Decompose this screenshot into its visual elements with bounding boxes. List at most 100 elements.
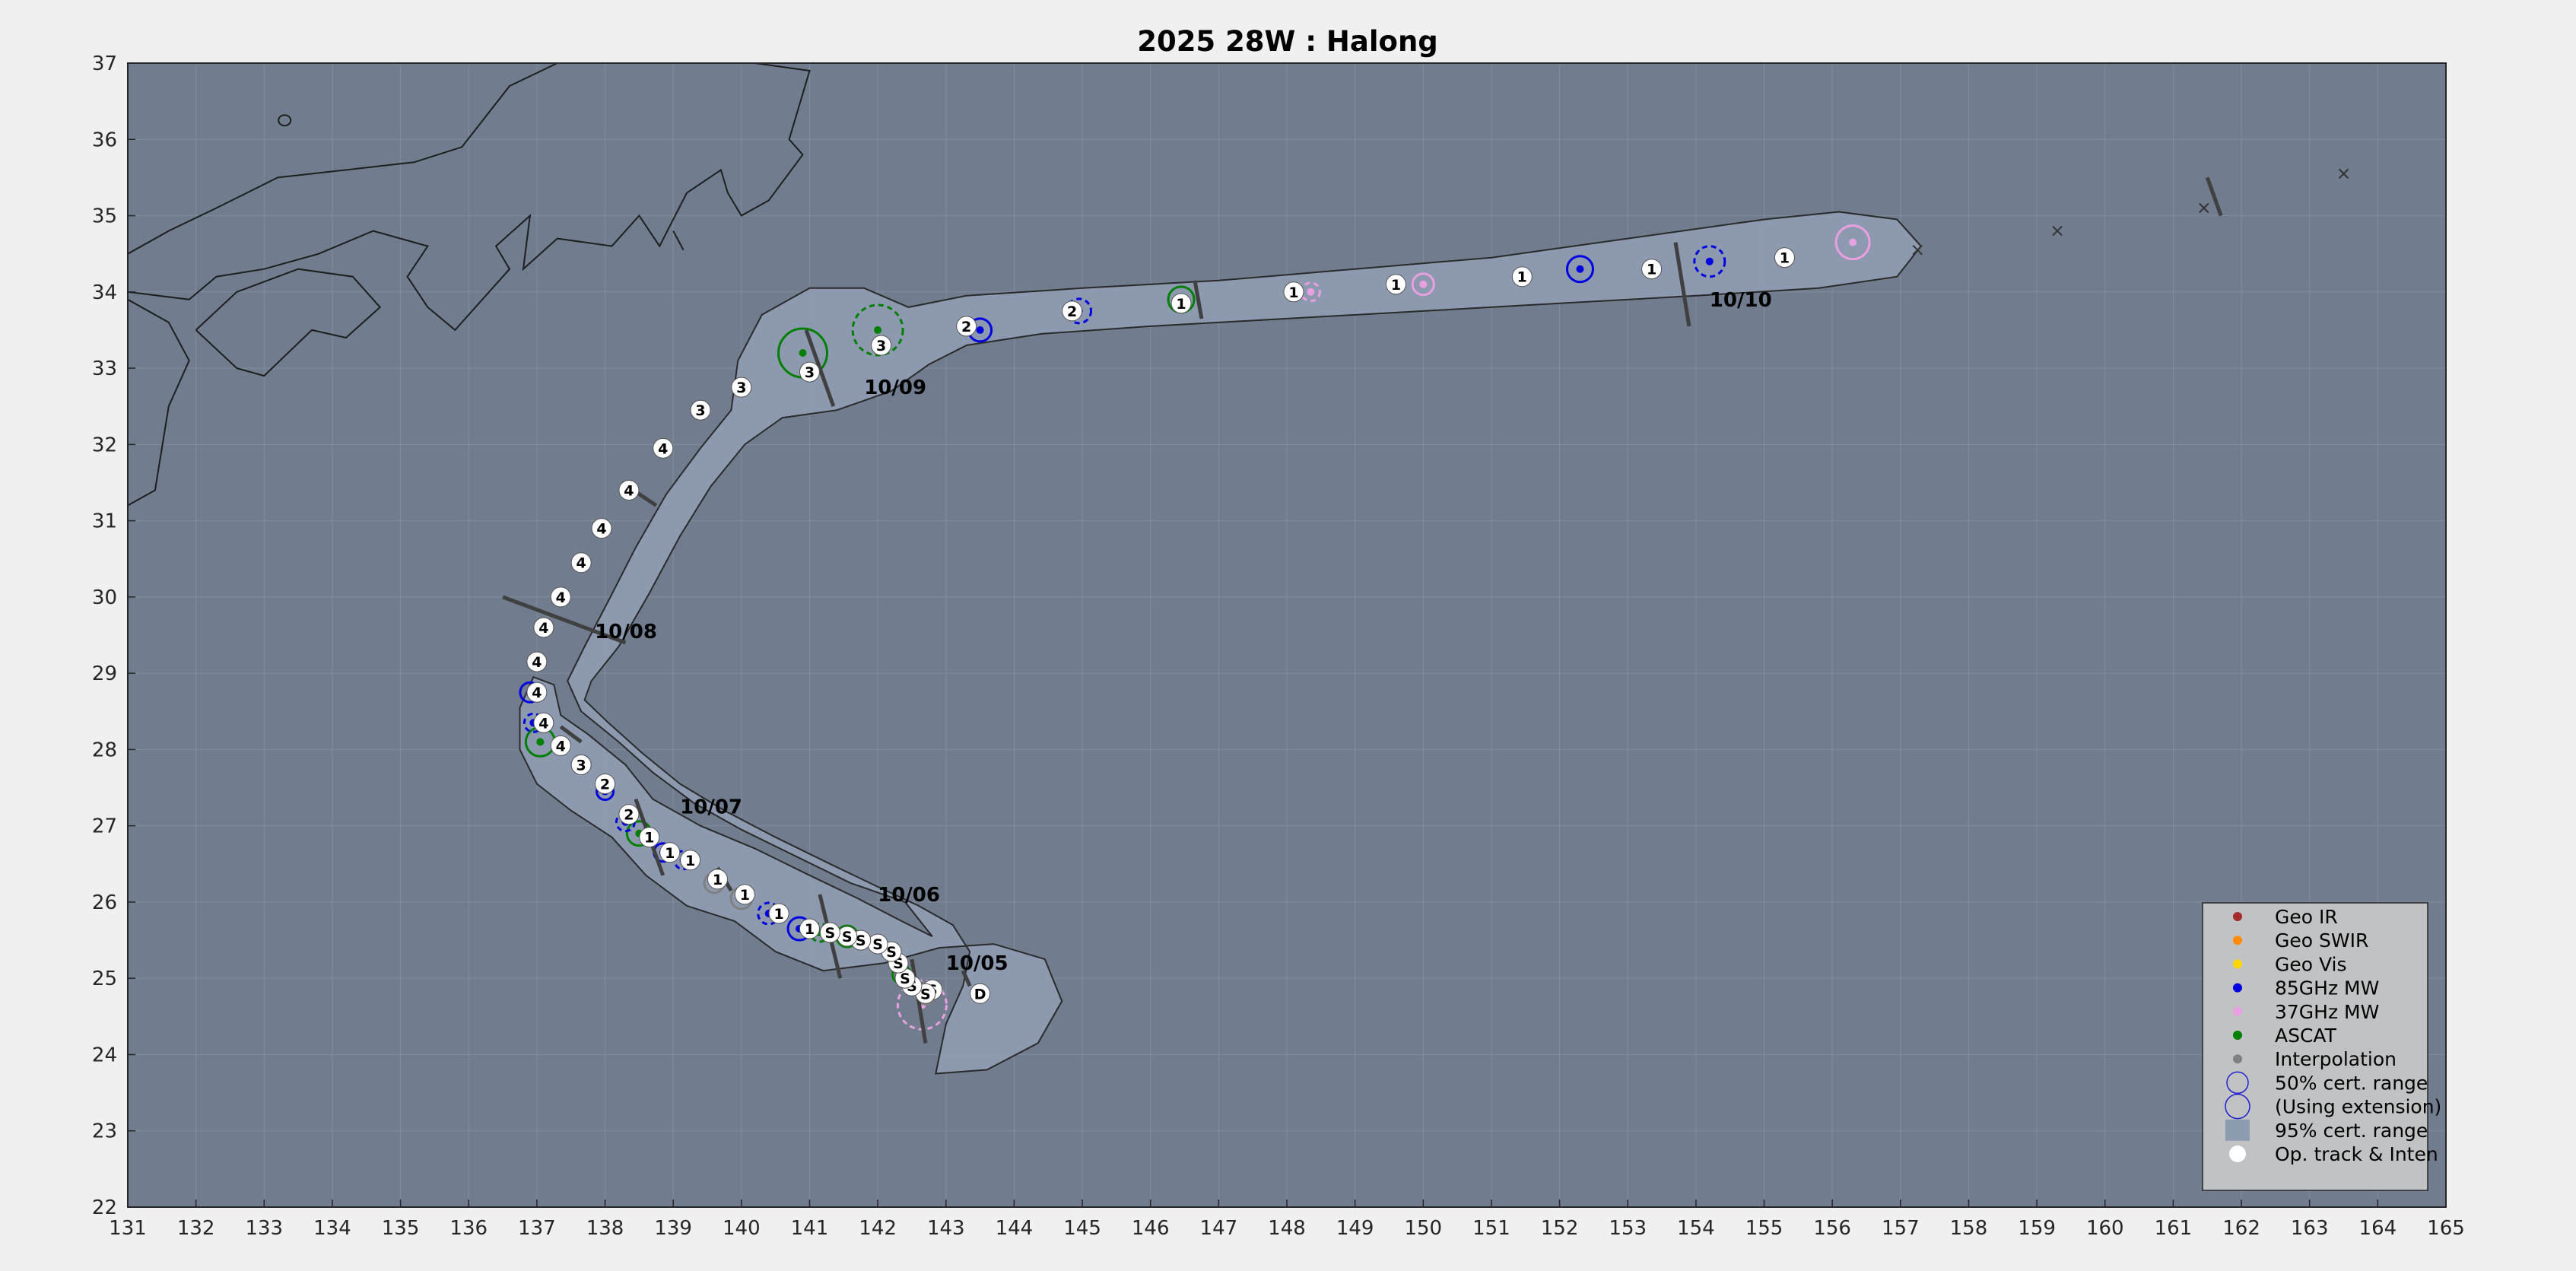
- x-tick-label-143: 143: [927, 1217, 965, 1240]
- extended-point-3: [2338, 168, 2349, 180]
- date-labels: 10/05 10/06 10/07 10/08 10/09 10/10: [595, 289, 1772, 975]
- track-label-17: 1: [644, 830, 654, 847]
- track-label-30: 4: [658, 440, 668, 457]
- storm-track: DSSSSSSSSSS11111112234444444444333322111…: [526, 168, 2349, 1004]
- legend-label-7: 50% cert. range: [2275, 1072, 2428, 1094]
- track-marker-29: [618, 479, 640, 500]
- track-marker-13: [734, 884, 755, 905]
- y-tick-label-22: 22: [92, 1196, 117, 1219]
- track-label-20: 3: [577, 757, 586, 774]
- track-label-13: 1: [740, 887, 750, 904]
- track-marker-21: [550, 735, 571, 756]
- x-tick-label-144: 144: [996, 1217, 1034, 1240]
- x-tick-label-165: 165: [2427, 1217, 2465, 1240]
- extended-point-2: [2199, 202, 2209, 214]
- track-label-14: 1: [713, 872, 723, 888]
- fix-dot-25: [536, 738, 545, 746]
- x-tick-label-152: 152: [1541, 1217, 1579, 1240]
- track-marker-17: [639, 827, 660, 848]
- track-marker-28: [591, 518, 612, 539]
- x-tick-label-147: 147: [1200, 1217, 1238, 1240]
- x-axis: 131 132 133 134 135 136 137 138 139 140 141 142 143 1…: [109, 1200, 2465, 1240]
- track-marker-14: [707, 869, 728, 890]
- coast-oki-island: [278, 114, 292, 127]
- track-marker-37: [1170, 293, 1192, 314]
- legend-label-3: 85GHz MW: [2275, 977, 2379, 999]
- extended-point-0: [1912, 244, 1923, 256]
- track-label-8: S: [856, 933, 866, 949]
- y-tick-label-31: 31: [92, 510, 117, 533]
- track-label-24: 4: [532, 654, 542, 671]
- track-marker-27: [570, 552, 592, 574]
- x-tick-label-136: 136: [449, 1217, 488, 1240]
- track-marker-19: [595, 774, 616, 795]
- fix-dot-9: [799, 349, 807, 357]
- x-tick-label-155: 155: [1745, 1217, 1784, 1240]
- track-label-42: 1: [1780, 250, 1790, 267]
- track-label-6: S: [886, 944, 897, 961]
- track-label-7: S: [872, 936, 883, 953]
- legend-label-5: ASCAT: [2275, 1025, 2337, 1047]
- day-bar-3: [502, 595, 627, 645]
- date-label-5: 10/10: [1710, 289, 1772, 312]
- x-tick-label-141: 141: [791, 1217, 829, 1240]
- track-marker-20: [570, 754, 592, 775]
- uncertainty-cone-95: [519, 211, 1923, 1075]
- track-marker-16: [659, 842, 681, 863]
- track-label-4: S: [900, 971, 910, 987]
- x-tick-label-148: 148: [1268, 1217, 1306, 1240]
- track-marker-0: [970, 983, 991, 1004]
- track-label-29: 4: [624, 482, 634, 499]
- legend-box: [2202, 902, 2428, 1191]
- legend-marker-1: [2233, 936, 2242, 945]
- track-marker-18: [618, 804, 640, 825]
- day-bar-10: [961, 970, 972, 987]
- x-tick-label-146: 146: [1132, 1217, 1170, 1240]
- legend-label-6: Interpolation: [2275, 1048, 2397, 1070]
- y-tick-label-27: 27: [92, 815, 117, 838]
- legend-marker-10: [2229, 1145, 2246, 1162]
- track-label-16: 1: [665, 845, 675, 862]
- legend-marker-0: [2233, 912, 2242, 921]
- fix-circle-2: [1565, 255, 1594, 284]
- day-bar-11: [2205, 176, 2223, 217]
- track-marker-22: [533, 712, 554, 733]
- track-marker-25: [533, 617, 554, 638]
- x-tick-label-140: 140: [723, 1217, 761, 1240]
- x-tick-label-131: 131: [109, 1217, 147, 1240]
- x-tick-label-159: 159: [2018, 1217, 2056, 1240]
- track-marker-30: [653, 437, 674, 459]
- legend-marker-8: [2225, 1093, 2250, 1120]
- y-tick-label-24: 24: [92, 1044, 117, 1066]
- track-label-34: 3: [876, 338, 886, 354]
- track-label-10: S: [825, 925, 836, 942]
- track-label-35: 2: [961, 319, 971, 335]
- date-label-0: 10/05: [946, 952, 1008, 975]
- extended-point-1: [2052, 225, 2063, 237]
- x-tick-label-142: 142: [859, 1217, 897, 1240]
- x-tick-label-160: 160: [2086, 1217, 2124, 1240]
- track-marker-24: [526, 651, 548, 672]
- legend-label-2: Geo Vis: [2275, 953, 2347, 975]
- fix-dot-1: [1705, 257, 1714, 265]
- track-marker-34: [871, 335, 892, 356]
- y-tick-label-34: 34: [92, 281, 117, 304]
- x-tick-label-164: 164: [2359, 1217, 2397, 1240]
- x-tick-label-158: 158: [1950, 1217, 1988, 1240]
- track-label-26: 4: [556, 589, 566, 606]
- y-tick-label-23: 23: [92, 1120, 117, 1143]
- date-label-1: 10/06: [878, 884, 940, 907]
- x-tick-label-163: 163: [2291, 1217, 2329, 1240]
- y-tick-label-36: 36: [92, 129, 117, 151]
- track-label-33: 3: [805, 364, 815, 381]
- day-bar-6: [1193, 280, 1204, 319]
- track-label-9: S: [842, 929, 853, 945]
- x-tick-label-162: 162: [2222, 1217, 2260, 1240]
- fix-dot-4: [1307, 288, 1315, 296]
- day-bar-5: [1673, 242, 1691, 327]
- legend-marker-3: [2233, 983, 2242, 993]
- day-bar-4: [804, 329, 836, 408]
- fix-circle-0: [1834, 224, 1871, 261]
- fix-dot-7: [976, 326, 984, 334]
